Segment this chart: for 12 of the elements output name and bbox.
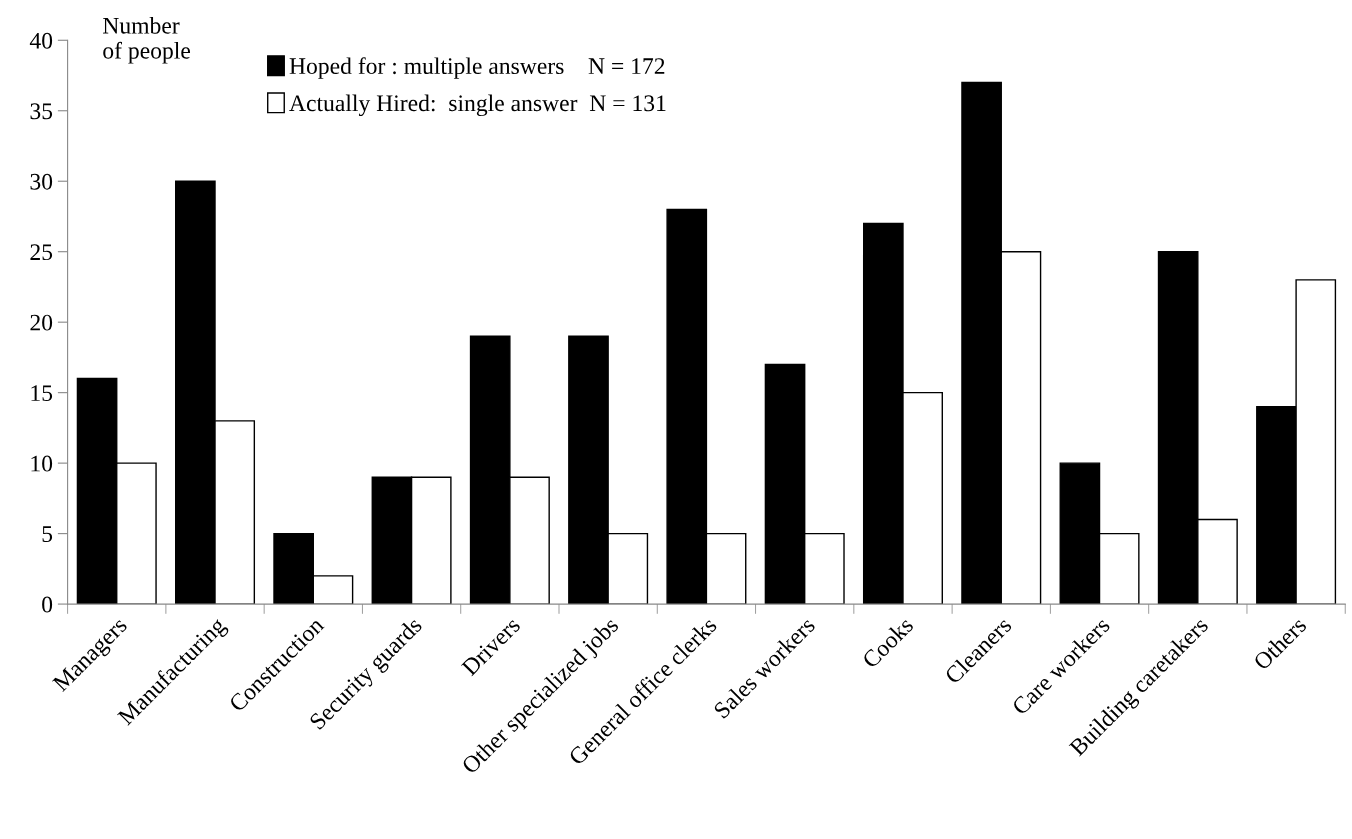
y-tick-label: 10 [31, 455, 53, 472]
y-tick-label: 25 [30, 244, 53, 261]
legend-label: Hoped for : multiple answers N = 172 [289, 57, 665, 79]
y-tick-label: 0 [42, 596, 53, 613]
y-tick-label: 5 [42, 526, 53, 543]
y-tick-label: 30 [30, 173, 53, 190]
y-tick-label: 35 [30, 103, 53, 120]
y-tick-label: 40 [29, 32, 53, 49]
y-tick-label: 20 [30, 314, 53, 331]
y-tick-label: 15 [31, 385, 53, 402]
legend-label: Actually Hired: single answer N = 131 [289, 94, 666, 117]
y-axis-title: Number of people [103, 17, 191, 64]
